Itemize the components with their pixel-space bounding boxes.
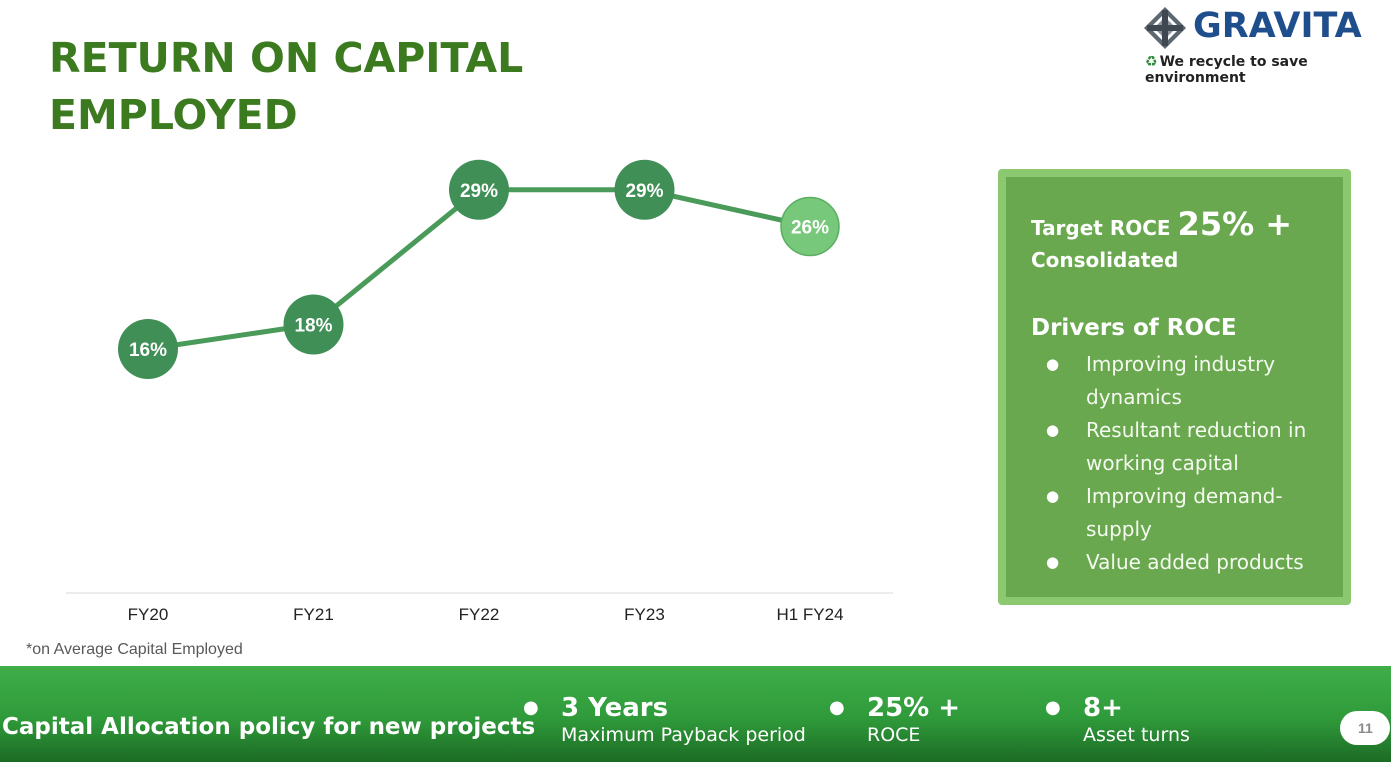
page-title: RETURN ON CAPITAL EMPLOYED — [49, 30, 569, 144]
x-tick-label: FY22 — [459, 605, 500, 624]
gravita-logo-icon — [1144, 7, 1186, 49]
bullet-icon: ● — [829, 697, 845, 718]
roce-line-chart: 16% 18% 29% 29% 26% FY20 FY21 FY22 FY23 H1 FY24 — [66, 159, 893, 624]
driver-item: Improving industry dynamics — [1046, 348, 1336, 414]
drivers-title: Drivers of ROCE — [1031, 315, 1237, 341]
data-label: 26% — [791, 218, 829, 239]
data-label: 18% — [294, 316, 332, 337]
data-label: 16% — [129, 340, 167, 361]
logo-wordmark: GRAVITA — [1193, 6, 1362, 46]
bullet-icon: ● — [1045, 697, 1061, 718]
x-tick-label: FY23 — [624, 605, 665, 624]
driver-item: Improving demand-supply — [1046, 480, 1336, 546]
x-tick-label: FY20 — [128, 605, 169, 624]
chart-footnote: *on Average Capital Employed — [26, 641, 243, 658]
drivers-list: Improving industry dynamics Resultant re… — [1046, 348, 1336, 579]
driver-item: Value added products — [1046, 546, 1336, 579]
x-tick-label: H1 FY24 — [776, 605, 843, 624]
banner-title: Capital Allocation policy for new projec… — [2, 714, 536, 740]
target-roce-value: 25% + — [1177, 205, 1293, 243]
banner-item-asset-turns: ● 8+ Asset turns — [1045, 693, 1190, 747]
banner-item-payback: ● 3 Years Maximum Payback period — [523, 693, 806, 747]
logo-tagline-text: We recycle to save environment — [1145, 54, 1308, 86]
target-roce-label: Target ROCE — [1031, 216, 1171, 240]
banner-item-sub: Maximum Payback period — [561, 724, 806, 746]
driver-item: Resultant reduction in working capital — [1046, 414, 1336, 480]
page-title-line2: EMPLOYED — [49, 91, 298, 139]
banner-item-head: 8+ — [1083, 693, 1123, 723]
banner-item-head: 25% + — [867, 693, 961, 723]
banner-item-roce: ● 25% + ROCE — [829, 693, 961, 747]
x-tick-label: FY21 — [293, 605, 334, 624]
capital-allocation-banner: Capital Allocation policy for new projec… — [0, 666, 1391, 762]
page-number: 11 — [1340, 711, 1390, 745]
data-point — [614, 159, 675, 220]
company-logo: GRAVITA ♻ We recycle to save environment — [1141, 4, 1371, 86]
data-label: 29% — [460, 181, 498, 202]
banner-item-head: 3 Years — [561, 693, 669, 723]
target-roce-heading: Target ROCE 25% + — [1031, 205, 1292, 243]
recycle-icon: ♻ — [1145, 54, 1158, 70]
banner-item-sub: Asset turns — [1083, 724, 1190, 746]
data-point — [283, 294, 344, 355]
page-title-line1: RETURN ON CAPITAL — [49, 34, 524, 82]
logo-tagline: ♻ We recycle to save environment — [1145, 54, 1371, 86]
data-label: 29% — [625, 181, 663, 202]
target-roce-sub: Consolidated — [1031, 248, 1179, 272]
data-point — [449, 159, 509, 220]
data-point — [118, 319, 178, 379]
bullet-icon: ● — [523, 697, 539, 718]
banner-item-sub: ROCE — [867, 724, 921, 746]
target-roce-box: Target ROCE 25% + Consolidated Drivers o… — [998, 169, 1351, 605]
data-point — [780, 196, 840, 257]
